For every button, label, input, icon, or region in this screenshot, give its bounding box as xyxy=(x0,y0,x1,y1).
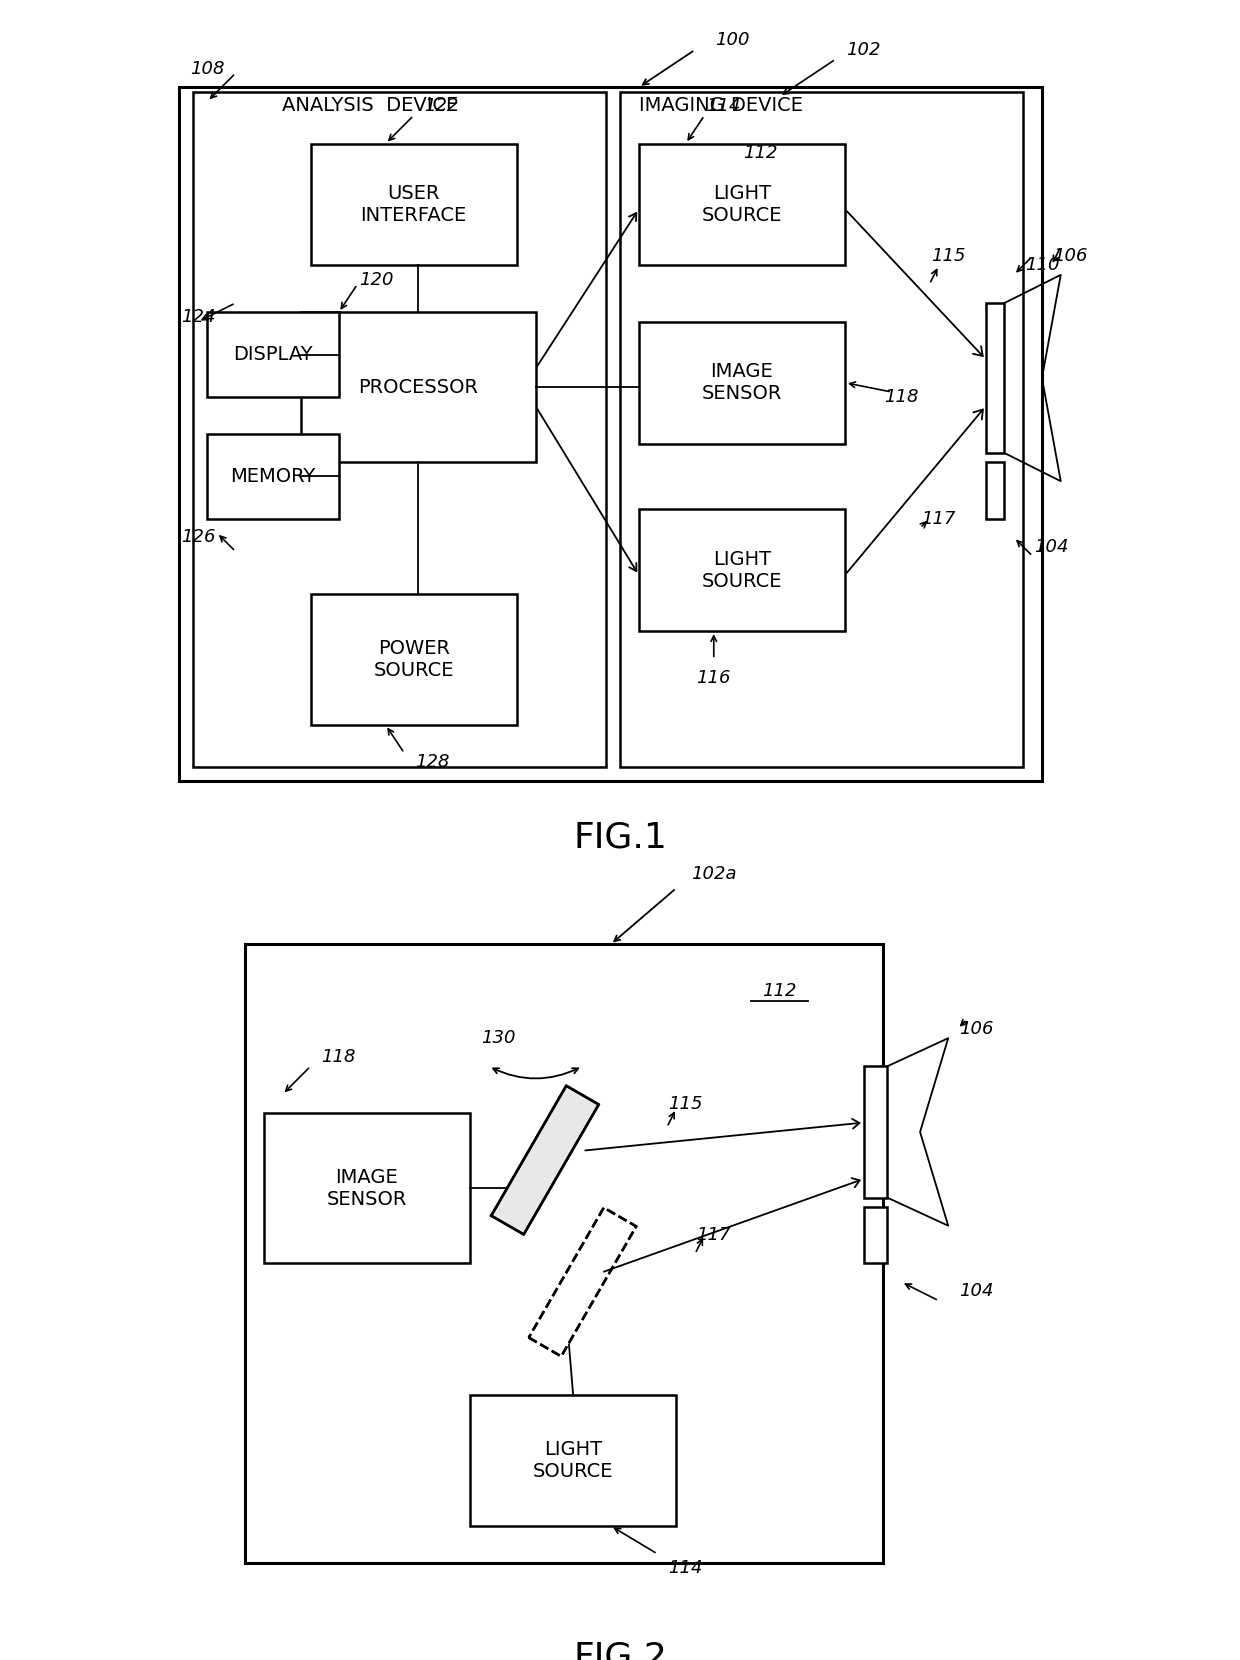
Bar xyxy=(864,1207,888,1263)
Bar xyxy=(986,304,1004,453)
Text: 118: 118 xyxy=(884,388,919,405)
Text: 112: 112 xyxy=(763,983,796,1001)
Text: 100: 100 xyxy=(715,32,750,50)
Bar xyxy=(207,312,339,397)
Bar xyxy=(639,143,844,266)
Text: 115: 115 xyxy=(668,1096,703,1112)
Text: PROCESSOR: PROCESSOR xyxy=(358,378,479,397)
Bar xyxy=(301,312,536,463)
Bar xyxy=(264,1114,470,1263)
Text: 128: 128 xyxy=(415,754,450,772)
Text: 114: 114 xyxy=(668,1559,703,1577)
Text: POWER
SOURCE: POWER SOURCE xyxy=(373,639,454,681)
Text: 126: 126 xyxy=(181,528,216,546)
Text: 110: 110 xyxy=(1024,257,1059,274)
Bar xyxy=(639,322,844,443)
Text: 117: 117 xyxy=(697,1227,732,1243)
Text: FIG.2: FIG.2 xyxy=(573,1640,667,1660)
Text: DISPLAY: DISPLAY xyxy=(233,345,312,364)
Text: IMAGE
SENSOR: IMAGE SENSOR xyxy=(702,362,782,403)
Text: 102: 102 xyxy=(847,42,882,58)
Text: 106: 106 xyxy=(1053,247,1087,266)
Bar xyxy=(246,945,883,1564)
Text: 108: 108 xyxy=(190,60,224,78)
Text: USER
INTERFACE: USER INTERFACE xyxy=(361,184,466,226)
Text: 112: 112 xyxy=(744,144,777,163)
Text: LIGHT
SOURCE: LIGHT SOURCE xyxy=(702,549,782,591)
Text: LIGHT
SOURCE: LIGHT SOURCE xyxy=(533,1439,614,1481)
Text: 104: 104 xyxy=(1034,538,1069,556)
Text: 122: 122 xyxy=(424,96,459,115)
Text: ANALYSIS  DEVICE: ANALYSIS DEVICE xyxy=(283,96,459,116)
Text: IMAGE
SENSOR: IMAGE SENSOR xyxy=(326,1167,407,1208)
Polygon shape xyxy=(491,1086,599,1235)
Bar xyxy=(620,91,1023,767)
Bar xyxy=(470,1394,676,1526)
Polygon shape xyxy=(528,1207,636,1356)
Text: 106: 106 xyxy=(959,1019,993,1038)
Text: 124: 124 xyxy=(181,309,216,325)
Text: 117: 117 xyxy=(921,510,956,528)
Text: LIGHT
SOURCE: LIGHT SOURCE xyxy=(702,184,782,226)
Text: 114: 114 xyxy=(706,96,740,115)
Text: 102a: 102a xyxy=(691,865,737,883)
Text: 115: 115 xyxy=(931,247,966,266)
Text: 116: 116 xyxy=(697,669,732,687)
Bar xyxy=(193,91,606,767)
Bar xyxy=(310,594,517,725)
Text: MEMORY: MEMORY xyxy=(231,466,316,486)
Bar xyxy=(864,1066,888,1197)
Text: FIG.1: FIG.1 xyxy=(573,820,667,855)
Bar xyxy=(207,435,339,518)
Text: 130: 130 xyxy=(481,1029,516,1047)
Bar xyxy=(986,463,1004,518)
Text: 104: 104 xyxy=(959,1283,993,1300)
Bar xyxy=(639,510,844,631)
Text: 120: 120 xyxy=(358,271,393,289)
Bar xyxy=(310,143,517,266)
Text: IMAGING DEVICE: IMAGING DEVICE xyxy=(639,96,802,116)
Text: 118: 118 xyxy=(321,1047,356,1066)
